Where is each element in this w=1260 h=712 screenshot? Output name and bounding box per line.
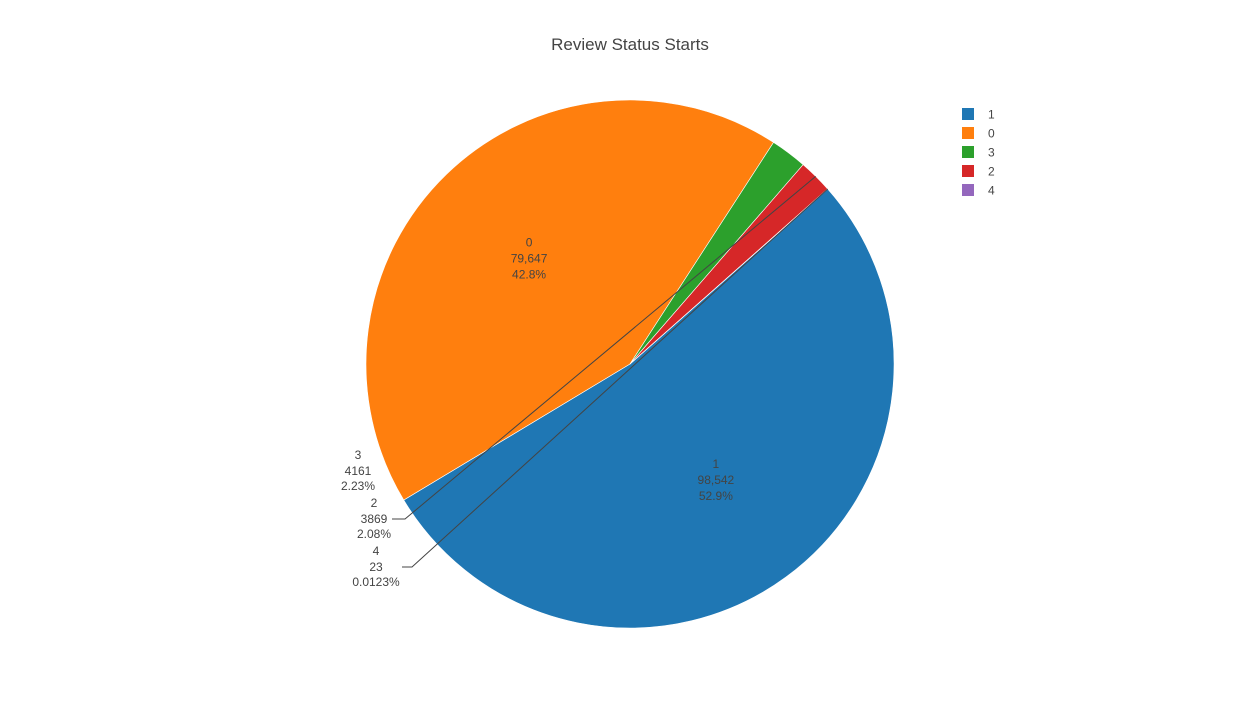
legend-label: 4 — [988, 184, 995, 198]
slice-label-name-3: 3 — [355, 448, 362, 462]
legend-swatch — [962, 146, 974, 158]
legend-item-4[interactable]: 4 — [962, 184, 995, 198]
legend-item-2[interactable]: 2 — [962, 165, 995, 179]
legend-swatch — [962, 165, 974, 177]
slice-label-percent-3: 2.23% — [341, 479, 375, 493]
pie-slices — [365, 99, 895, 629]
slice-label-name-1: 1 — [713, 457, 720, 471]
legend-label: 1 — [988, 108, 995, 122]
legend-item-3[interactable]: 3 — [962, 146, 995, 160]
label-leader-line-4 — [402, 188, 829, 568]
slice-label-value-0: 79,647 — [511, 252, 548, 266]
slice-label-name-2: 2 — [371, 496, 378, 510]
slice-label-percent-0: 42.8% — [512, 268, 546, 282]
legend-item-0[interactable]: 0 — [962, 127, 995, 141]
pie-slice-0[interactable] — [365, 99, 774, 501]
slice-label-value-1: 98,542 — [698, 473, 735, 487]
legend-label: 0 — [988, 127, 995, 141]
legend-swatch — [962, 184, 974, 196]
legend-item-1[interactable]: 1 — [962, 108, 995, 122]
slice-label-percent-2: 2.08% — [357, 527, 391, 541]
label-leader-line-2 — [392, 176, 817, 520]
slice-label-value-2: 3869 — [361, 512, 388, 526]
legend: 1 0 3 2 4 — [962, 108, 995, 198]
slice-label-percent-4: 0.0123% — [352, 575, 400, 589]
legend-label: 3 — [988, 146, 995, 160]
slice-label-name-4: 4 — [373, 544, 380, 558]
slice-label-value-3: 4161 — [345, 464, 372, 478]
slice-label-percent-1: 52.9% — [699, 489, 733, 503]
legend-swatch — [962, 108, 974, 120]
chart-title: Review Status Starts — [551, 35, 709, 54]
slice-label-value-4: 23 — [369, 560, 383, 574]
slice-labels: 198,54252.9%079,64742.8%341612.23%238692… — [341, 176, 829, 589]
slice-label-name-0: 0 — [526, 236, 533, 250]
pie-slice-1[interactable] — [403, 188, 895, 629]
legend-label: 2 — [988, 165, 995, 179]
legend-swatch — [962, 127, 974, 139]
